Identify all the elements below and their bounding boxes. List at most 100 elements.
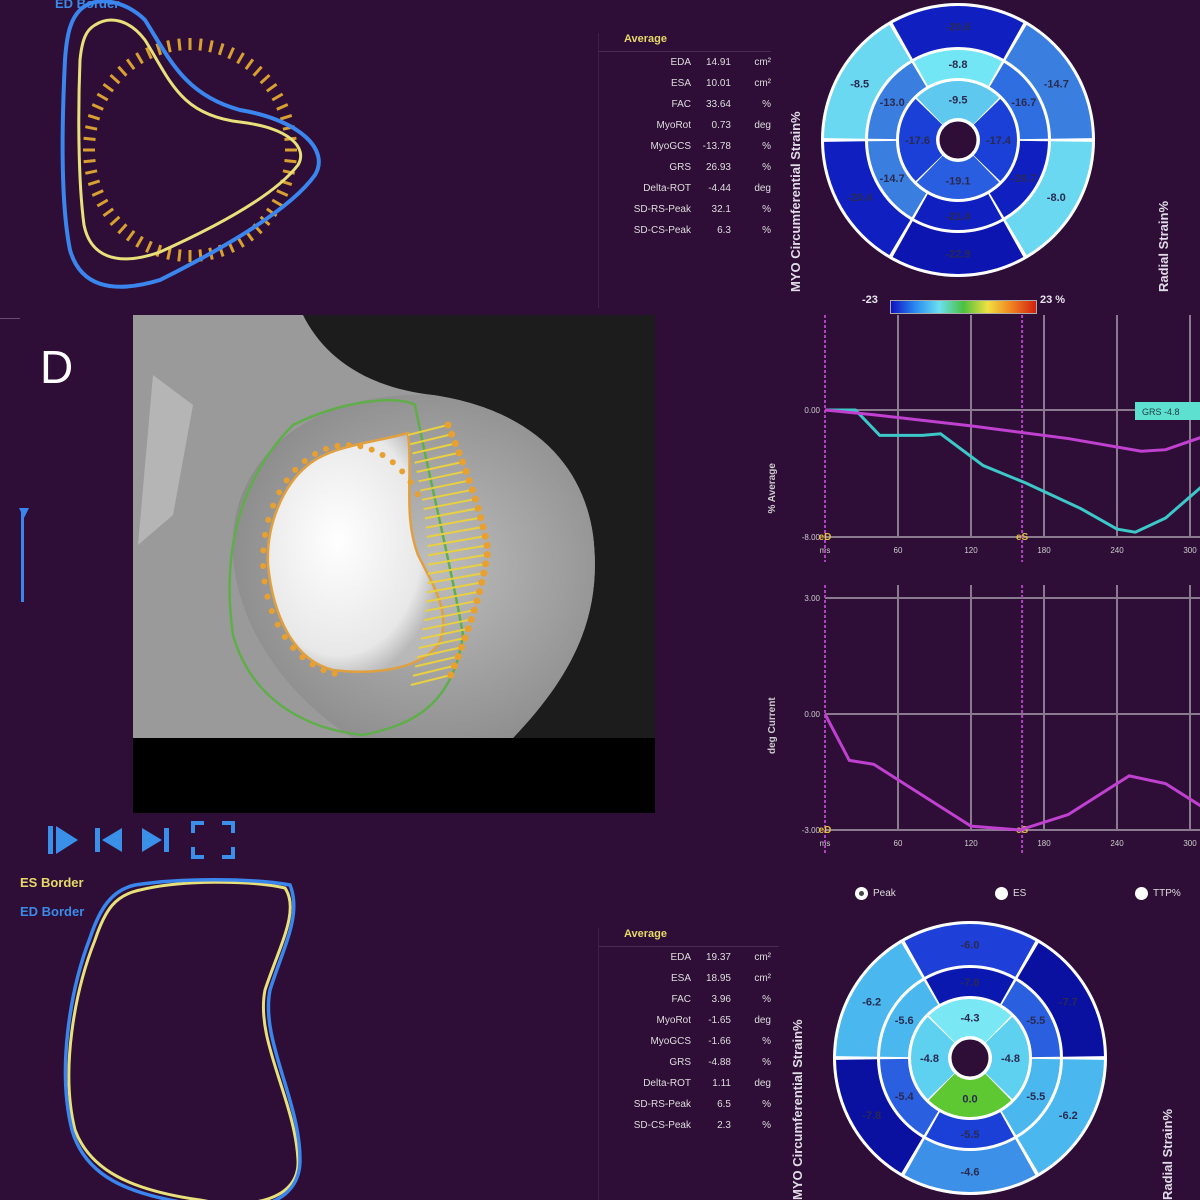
endocardial-point (270, 502, 277, 509)
annotation-label: GRS -4.8 (1142, 407, 1180, 417)
spoke (85, 169, 98, 175)
y-axis-label: deg Current (767, 697, 778, 754)
top-metrics-table: Average EDA 14.91 cm² ESA 10.01 cm² FAC 33.64% M… (598, 33, 771, 308)
segment-inner[interactable] (899, 98, 943, 182)
vector-tip (447, 671, 455, 679)
metric-label: GRS (669, 162, 691, 173)
vector (420, 627, 469, 640)
segment-inner[interactable] (985, 1016, 1029, 1100)
radio-button[interactable] (1135, 887, 1148, 900)
vector-tip (444, 421, 452, 429)
frame-slider[interactable] (21, 512, 24, 602)
segment-middle[interactable] (989, 62, 1048, 140)
vector-tip (459, 458, 467, 466)
vector (427, 544, 488, 557)
segment-outer[interactable] (824, 141, 911, 256)
segment-outer[interactable] (892, 221, 1024, 274)
metric-label: Delta-ROT (643, 1078, 691, 1089)
segment-middle[interactable] (926, 1112, 1014, 1148)
spoke (271, 198, 284, 208)
metric-unit: % (762, 1120, 771, 1131)
table-row: MyoGCS -13.78% (599, 136, 771, 157)
segment-middle[interactable] (926, 968, 1014, 1004)
segment-inner[interactable] (973, 98, 1017, 182)
spoke (125, 230, 136, 242)
spoke (227, 47, 235, 60)
table-row: EDA 14.91 cm² (599, 52, 771, 73)
segment-outer[interactable] (892, 6, 1024, 59)
segment-middle[interactable] (914, 50, 1002, 86)
step-back-icon[interactable] (92, 822, 126, 858)
segment-middle[interactable] (989, 140, 1048, 218)
segment-inner[interactable] (928, 999, 1012, 1043)
slider-handle[interactable] (19, 508, 29, 518)
segment-middle[interactable] (914, 194, 1002, 230)
metric-value: 19.37 (705, 952, 731, 963)
endocardial-point (345, 442, 352, 449)
spoke (236, 52, 245, 65)
bullseye-bottom: -6.0 -7.7 -6.2 -4.6 -7.8 -6.2 -7.6 -5.5 -5.5 -5.5… (833, 921, 1107, 1195)
segment-middle[interactable] (1001, 980, 1060, 1058)
segment-inner[interactable] (916, 155, 1000, 199)
segment-value: -9.5 (949, 95, 968, 107)
endocardial-point (389, 459, 396, 466)
table-row: FAC 33.64% (599, 94, 771, 115)
endocardial-point (264, 593, 271, 600)
segment-value: -4.8 (920, 1053, 939, 1065)
vector (409, 433, 452, 446)
spoke (85, 125, 98, 131)
segment-inner[interactable] (916, 80, 1000, 125)
endocardial-point (323, 445, 330, 452)
segment-value: -6.0 (961, 940, 980, 952)
metric-value: 32.1 (711, 204, 731, 215)
spoke (155, 43, 163, 56)
endocardial-point (268, 608, 275, 615)
spoke (102, 82, 115, 93)
segment-inner[interactable] (911, 1016, 955, 1100)
panel-letter: D (40, 341, 74, 393)
segment-middle[interactable] (880, 980, 939, 1058)
segment-middle[interactable] (1001, 1058, 1060, 1136)
x-tick-label: 180 (1037, 839, 1051, 848)
segment-value: 0.0 (962, 1094, 977, 1106)
circumferential-strain-label: MYO Circumferential Strain% (788, 111, 803, 292)
segment-outer[interactable] (836, 1059, 923, 1174)
radio-ttp[interactable]: TTP% (1135, 887, 1181, 900)
metric-unit: deg (754, 120, 771, 131)
segment-outer[interactable] (1017, 1059, 1104, 1174)
segment-outer[interactable] (836, 942, 923, 1057)
metric-value: 6.5 (717, 1099, 731, 1110)
radio-es[interactable]: ES (995, 887, 1026, 900)
segment-outer[interactable] (1017, 942, 1104, 1057)
vector (423, 609, 475, 622)
radio-button[interactable] (855, 887, 868, 900)
segment-outer[interactable] (904, 924, 1036, 977)
segment-middle[interactable] (880, 1058, 939, 1136)
x-tick-label: 120 (964, 546, 978, 555)
play-icon[interactable] (46, 822, 80, 858)
fullscreen-icon[interactable] (190, 820, 236, 860)
spoke (284, 158, 297, 164)
segment-outer[interactable] (1005, 24, 1092, 139)
metric-value: 33.64 (705, 99, 731, 110)
colorbar-max-label: 23 % (1040, 294, 1066, 306)
vector-tip (451, 440, 459, 448)
metric-value: -4.88 (708, 1057, 731, 1068)
segment-value: -5.4 (895, 1091, 915, 1103)
segment-outer[interactable] (904, 1139, 1036, 1192)
segment-value: -17.4 (986, 135, 1012, 147)
step-forward-icon[interactable] (138, 822, 172, 858)
endocardial-point (407, 479, 414, 486)
segment-middle[interactable] (868, 140, 927, 218)
radio-peak[interactable]: Peak (855, 887, 896, 900)
segment-middle[interactable] (868, 62, 927, 140)
segment-inner[interactable] (928, 1073, 1012, 1117)
radio-button[interactable] (995, 887, 1008, 900)
endocardial-point (261, 578, 268, 585)
vector (426, 525, 484, 538)
endocardial-point (260, 547, 267, 554)
segment-outer[interactable] (824, 24, 911, 139)
table-row: GRS -4.88% (599, 1052, 779, 1073)
mri-image-viewer[interactable] (133, 315, 655, 813)
segment-outer[interactable] (1005, 141, 1092, 256)
